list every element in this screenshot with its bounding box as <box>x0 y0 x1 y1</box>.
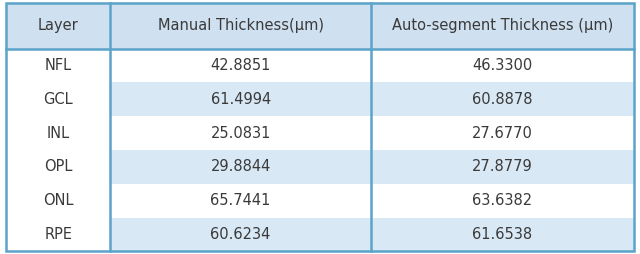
Text: 61.4994: 61.4994 <box>211 92 271 107</box>
Bar <box>6 116 110 150</box>
Text: RPE: RPE <box>44 227 72 242</box>
Text: 65.7441: 65.7441 <box>211 193 271 208</box>
Text: 27.6770: 27.6770 <box>472 126 533 141</box>
Bar <box>6 218 110 251</box>
Text: OPL: OPL <box>44 160 72 174</box>
Bar <box>110 49 634 82</box>
Bar <box>6 49 110 82</box>
Text: Manual Thickness(μm): Manual Thickness(μm) <box>157 18 324 33</box>
Text: 27.8779: 27.8779 <box>472 160 533 174</box>
Bar <box>6 150 110 184</box>
Text: 25.0831: 25.0831 <box>211 126 271 141</box>
Text: 60.6234: 60.6234 <box>211 227 271 242</box>
Text: 29.8844: 29.8844 <box>211 160 271 174</box>
Text: ONL: ONL <box>43 193 74 208</box>
Text: 61.6538: 61.6538 <box>472 227 532 242</box>
Bar <box>110 150 634 184</box>
Text: GCL: GCL <box>44 92 73 107</box>
Text: 42.8851: 42.8851 <box>211 58 271 73</box>
Text: 60.8878: 60.8878 <box>472 92 532 107</box>
Bar <box>110 184 634 218</box>
Bar <box>110 82 634 116</box>
Bar <box>6 82 110 116</box>
Text: NFL: NFL <box>45 58 72 73</box>
Text: INL: INL <box>47 126 70 141</box>
Bar <box>6 3 634 49</box>
Bar <box>110 116 634 150</box>
Bar <box>110 218 634 251</box>
Text: 46.3300: 46.3300 <box>472 58 532 73</box>
Text: Auto-segment Thickness (μm): Auto-segment Thickness (μm) <box>392 18 613 33</box>
Text: 63.6382: 63.6382 <box>472 193 532 208</box>
Text: Layer: Layer <box>38 18 79 33</box>
Bar <box>6 184 110 218</box>
